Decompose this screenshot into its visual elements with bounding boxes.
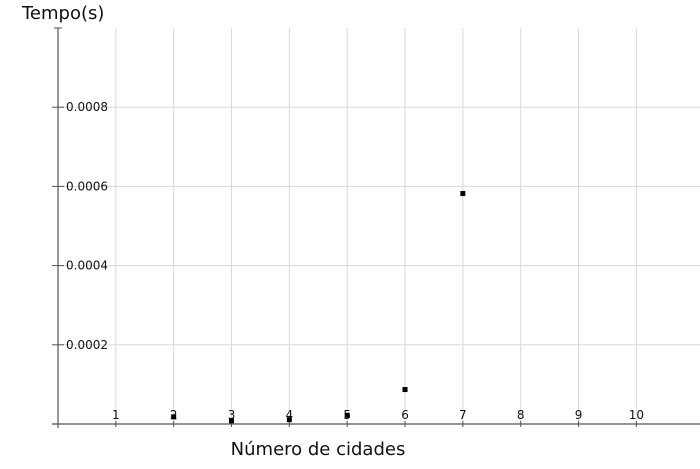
grid <box>58 28 700 424</box>
x-tick-label: 6 <box>401 408 409 422</box>
y-tick-label: 0.0006 <box>66 179 108 193</box>
x-tick-label: 8 <box>517 408 525 422</box>
data-point <box>171 414 177 420</box>
x-tick-label: 1 <box>112 408 120 422</box>
x-tick-label: 10 <box>629 408 644 422</box>
x-axis-label: Número de cidades <box>231 439 406 460</box>
data-point <box>286 417 292 423</box>
data-points <box>171 191 466 424</box>
y-tick-label: 0.0002 <box>66 338 108 352</box>
axes <box>52 28 700 428</box>
y-axis-label: Tempo(s) <box>21 3 104 24</box>
x-tick-label: 4 <box>286 408 294 422</box>
y-tick-label: 0.0008 <box>66 100 108 114</box>
x-tick-label: 7 <box>459 408 467 422</box>
data-point <box>229 418 235 424</box>
data-point <box>460 191 466 197</box>
x-tick-label: 9 <box>575 408 583 422</box>
x-tick-label: 3 <box>228 408 236 422</box>
y-tick-label: 0.0004 <box>66 259 108 273</box>
data-point <box>344 412 350 418</box>
data-point <box>402 387 408 393</box>
